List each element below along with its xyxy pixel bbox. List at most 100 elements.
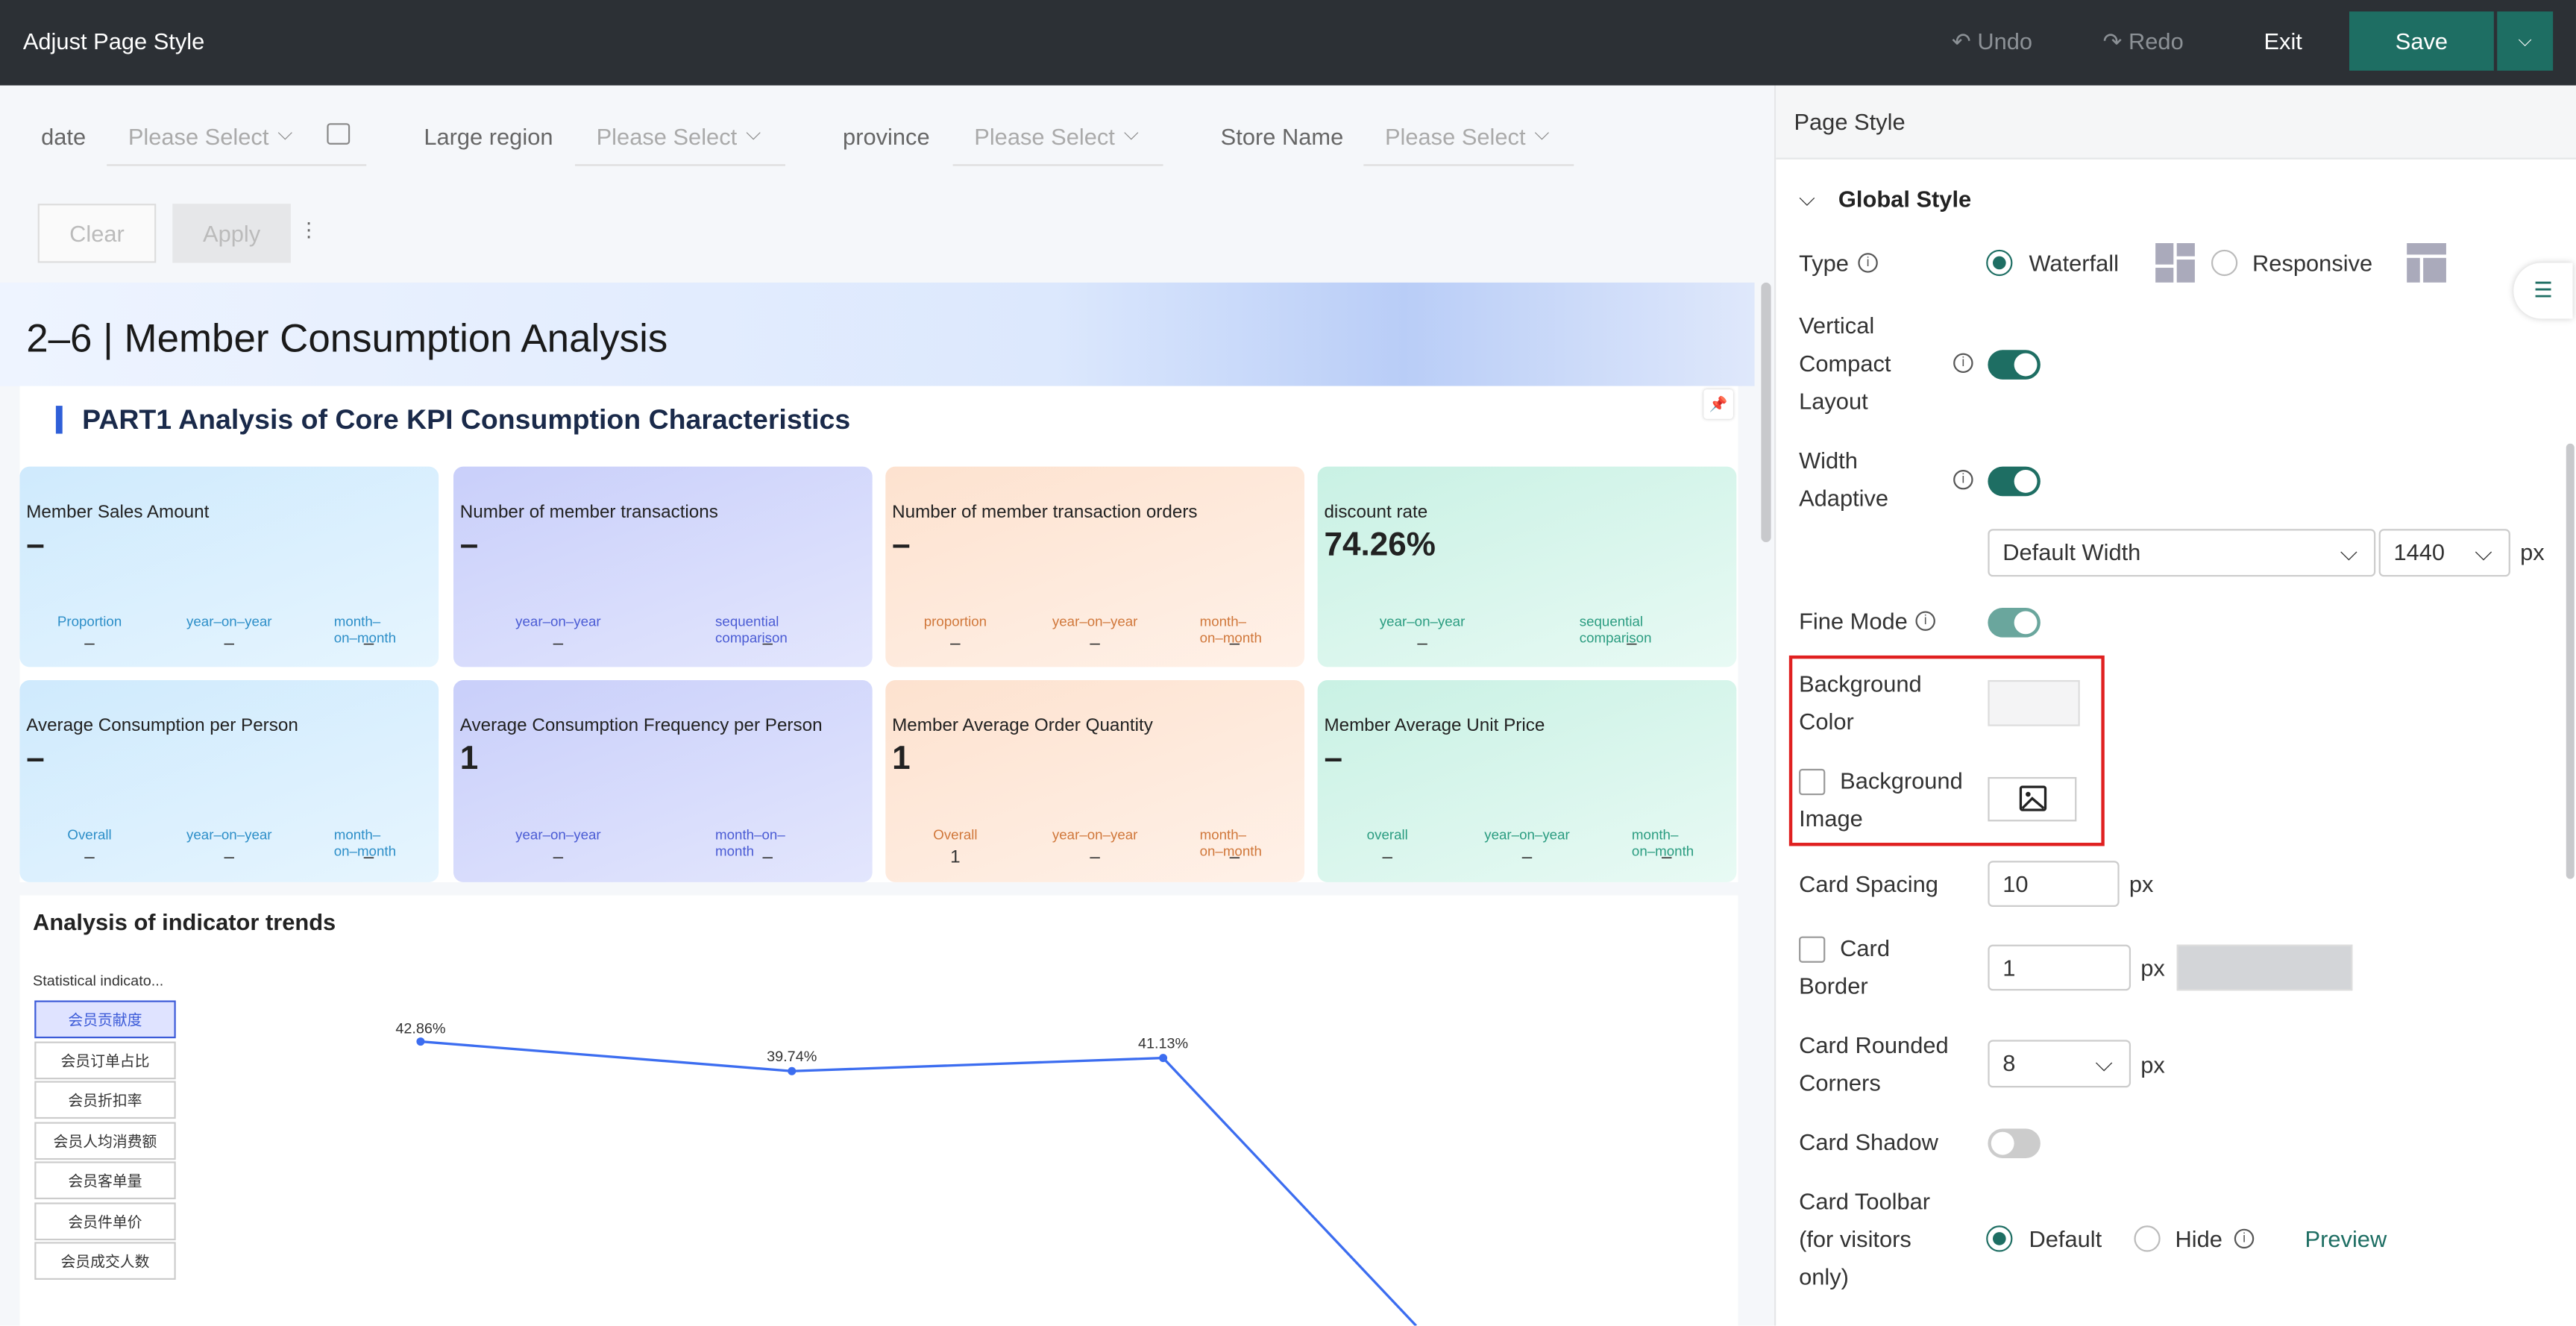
- waterfall-icon: [2155, 243, 2195, 283]
- responsive-icon: [2407, 243, 2446, 283]
- metric-label: Proportion: [57, 612, 122, 629]
- checkbox[interactable]: [1799, 768, 1826, 796]
- placeholder: Please Select: [128, 123, 269, 150]
- kpi-card[interactable]: discount rate 74.26% year–on–year – sequenti…: [1317, 466, 1737, 667]
- kpi-card[interactable]: Average Consumption per Person – Overall – y…: [19, 679, 439, 882]
- image-icon: [2019, 785, 2047, 811]
- outline-button[interactable]: ☰: [2513, 263, 2573, 319]
- kpi-card[interactable]: Member Sales Amount – Proportion – year–on–y…: [19, 466, 439, 667]
- metric-value: –: [1382, 847, 1393, 868]
- preview-link[interactable]: Preview: [2305, 1225, 2387, 1252]
- metric-label: sequential comparison: [715, 612, 788, 646]
- indicator-option[interactable]: 会员贡献度: [34, 1000, 176, 1039]
- metric-label: Overall: [67, 826, 112, 843]
- metric-label: year–on–year: [1379, 612, 1466, 629]
- kpi-card[interactable]: Member Average Unit Price – overall – year–o…: [1317, 679, 1737, 882]
- metric-value: –: [950, 634, 961, 654]
- radio-label: Hide: [2175, 1225, 2222, 1252]
- more-menu[interactable]: ⋮: [298, 218, 319, 242]
- metric-label: year–on–year: [186, 826, 272, 843]
- radio-label: Waterfall: [2029, 249, 2119, 277]
- corner-select[interactable]: 8 ⌵: [1988, 1040, 2132, 1088]
- indicator-option[interactable]: 会员人均消费额: [34, 1121, 176, 1160]
- radio[interactable]: [2134, 1225, 2161, 1252]
- undo-button[interactable]: ↶ Undo: [1951, 28, 2033, 54]
- checkbox[interactable]: [1799, 936, 1826, 963]
- pin-icon[interactable]: 📌: [1703, 389, 1733, 419]
- kpi-card[interactable]: Average Consumption Frequency per Person…: [453, 679, 873, 882]
- trend-line-chart: 42.86% 39.74% 41.13%: [395, 1021, 1418, 1326]
- card-title: Average Consumption per Person: [26, 716, 298, 736]
- collapse-icon[interactable]: ⌵: [1799, 185, 1815, 210]
- kpi-card[interactable]: Number of member transaction orders – prop…: [885, 466, 1305, 667]
- metric-value: –: [1521, 847, 1533, 868]
- chevron: ⌵: [2095, 1049, 2113, 1076]
- card-title: Number of member transactions: [459, 503, 718, 523]
- label: Background Color: [1799, 670, 1922, 735]
- card-value: –: [892, 527, 911, 564]
- toggle[interactable]: [1988, 1128, 2041, 1158]
- trend-line: [420, 1040, 1418, 1326]
- metric-label: proportion: [923, 612, 987, 629]
- width-select[interactable]: Default Width ⌵: [1988, 529, 2376, 577]
- metric-value: –: [84, 847, 95, 868]
- radio[interactable]: [1986, 249, 2013, 277]
- exit-button[interactable]: Exit: [2264, 28, 2302, 54]
- filter-select[interactable]: Please Select ⌵: [574, 112, 785, 166]
- card-title: Number of member transaction orders: [892, 503, 1198, 523]
- width-input[interactable]: 1440 ⌵: [2378, 529, 2510, 577]
- card-title: Member Sales Amount: [26, 503, 210, 523]
- metric-value: –: [762, 847, 773, 868]
- info-icon[interactable]: i: [1858, 253, 1878, 273]
- redo-button[interactable]: ↷ Redo: [2102, 28, 2184, 54]
- metric-value: –: [553, 634, 564, 654]
- metric-value: –: [224, 847, 235, 868]
- point-label: 42.86%: [395, 1021, 445, 1037]
- save-button[interactable]: Save: [2349, 11, 2494, 71]
- border-color[interactable]: [2176, 944, 2353, 991]
- info-icon[interactable]: i: [1953, 353, 1973, 374]
- banner: [0, 282, 1755, 386]
- info-icon[interactable]: i: [1915, 611, 1935, 631]
- filter-select[interactable]: Please Select ⌵: [952, 112, 1163, 166]
- indicator-option[interactable]: 会员客单量: [34, 1161, 176, 1200]
- radio[interactable]: [1986, 1225, 2013, 1252]
- label: Card Toolbar (for visitors only): [1799, 1187, 1931, 1290]
- filter-select[interactable]: Please Select ⌵: [1363, 112, 1574, 166]
- toggle[interactable]: [1988, 350, 2041, 380]
- trend-title: Analysis of indicator trends: [33, 908, 336, 935]
- select-value: Default Width: [2002, 538, 2141, 565]
- color-swatch[interactable]: [1988, 679, 2080, 726]
- info-icon[interactable]: i: [1953, 470, 1973, 490]
- metric-value: –: [1627, 634, 1637, 654]
- indicator-option[interactable]: 会员订单占比: [34, 1040, 176, 1079]
- indicator-option[interactable]: 会员成交人数: [34, 1242, 176, 1280]
- save-menu[interactable]: ⌵: [2497, 11, 2554, 71]
- kpi-card[interactable]: Member Average Order Quantity 1 Overall 1 ye…: [885, 679, 1305, 882]
- apply-button[interactable]: Apply: [172, 204, 291, 263]
- spacing-input[interactable]: 10: [1988, 861, 2120, 907]
- toggle[interactable]: [1988, 608, 2041, 638]
- radio[interactable]: [2211, 249, 2238, 277]
- radio-label: Default: [2029, 1225, 2102, 1252]
- kpi-card[interactable]: Number of member transactions – year–on–ye…: [453, 466, 873, 667]
- label: Background Image: [1799, 767, 1963, 832]
- label: Type: [1799, 249, 1849, 277]
- filter-select[interactable]: Please Select ⌵: [107, 112, 367, 166]
- toggle[interactable]: [1988, 466, 2041, 497]
- metric-label: year–on–year: [1484, 826, 1570, 843]
- chevron: ⌵: [277, 122, 293, 145]
- unit: px: [2140, 1051, 2165, 1078]
- metric-value: –: [762, 634, 773, 654]
- info-icon[interactable]: i: [2234, 1228, 2255, 1249]
- metric-label: month–on–month: [1631, 826, 1694, 860]
- metric-label: year–on–year: [1052, 612, 1138, 629]
- image-button[interactable]: [1988, 776, 2077, 822]
- indicator-option[interactable]: 会员折扣率: [34, 1081, 176, 1119]
- indicator-option[interactable]: 会员件单价: [34, 1201, 176, 1240]
- border-input[interactable]: 1: [1988, 944, 2132, 991]
- clear-button[interactable]: Clear: [37, 204, 157, 263]
- label: Card Border: [1799, 934, 1891, 999]
- metric-label: overall: [1366, 826, 1408, 843]
